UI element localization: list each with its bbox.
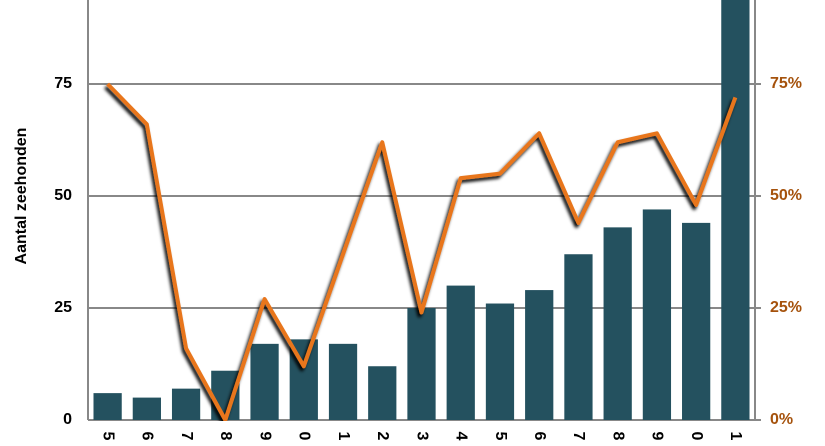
x-tick-label: 1 — [335, 432, 352, 441]
x-tick-label: 3 — [413, 432, 430, 441]
x-tick-label: 7 — [570, 432, 587, 441]
bar — [525, 290, 554, 420]
bar — [407, 308, 436, 420]
y2-tick-label: 0% — [770, 411, 793, 428]
x-tick-label: 7 — [178, 432, 195, 441]
y-tick-label: 0 — [63, 411, 72, 428]
bar — [485, 303, 515, 420]
x-tick-label: 9 — [649, 432, 666, 441]
y-tick-label: 25 — [54, 299, 72, 316]
bar — [132, 397, 161, 420]
x-tick-label: 5 — [492, 432, 509, 441]
bar — [642, 209, 672, 420]
bar — [171, 388, 201, 420]
y-tick-label: 50 — [54, 187, 72, 204]
x-tick-label: 0 — [296, 432, 313, 441]
x-tick-label: 8 — [217, 432, 234, 441]
bar — [368, 366, 397, 420]
x-tick-label: 2 — [374, 432, 391, 441]
x-tick-label: 6 — [139, 432, 156, 441]
x-tick-label: 8 — [609, 432, 626, 441]
line — [106, 82, 738, 421]
bar — [603, 227, 632, 420]
bar — [250, 343, 279, 420]
bar — [446, 285, 475, 420]
x-tick-label: 0 — [688, 432, 705, 441]
x-tick-label: 9 — [256, 432, 273, 441]
bar — [328, 343, 358, 420]
x-tick-label: 6 — [531, 432, 548, 441]
x-tick-label: 5 — [99, 432, 116, 441]
bar — [564, 254, 593, 420]
y2-tick-label: 50% — [770, 187, 802, 204]
x-tick-label: 4 — [453, 432, 470, 441]
bar — [721, 0, 750, 420]
bar — [93, 393, 122, 420]
y2-tick-label: 25% — [770, 299, 802, 316]
x-tick-label: 1 — [727, 432, 744, 441]
bar — [682, 222, 711, 420]
y-tick-label: 75 — [54, 75, 72, 92]
y2-tick-label: 75% — [770, 75, 802, 92]
plot-area — [93, 0, 750, 421]
y-axis-label: Aantal zeehonden — [13, 128, 30, 265]
